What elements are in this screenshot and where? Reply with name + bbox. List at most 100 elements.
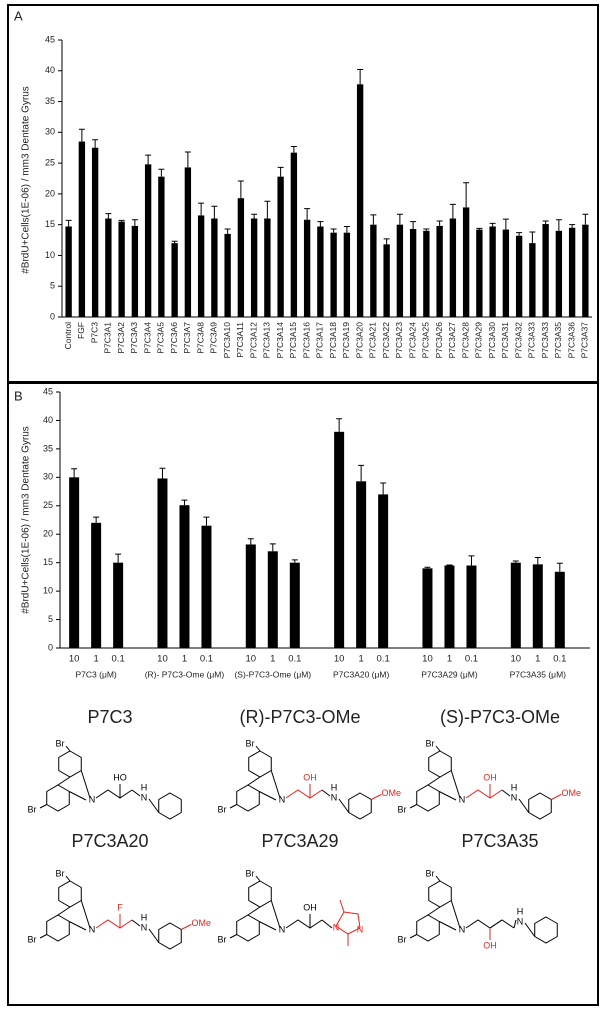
error-bar xyxy=(247,538,254,545)
x-tick-label: P7C3A3 xyxy=(129,322,139,354)
atom-label: OH xyxy=(483,772,497,782)
atom-label: Br xyxy=(426,738,435,748)
bar xyxy=(277,176,284,317)
x-tick-label: P7C3A11 xyxy=(235,322,245,358)
bond xyxy=(338,798,350,813)
bar xyxy=(131,225,139,317)
bond xyxy=(513,919,517,929)
x-tick-label: P7C3A9 xyxy=(209,322,219,354)
ring xyxy=(416,914,440,942)
bar xyxy=(582,224,589,317)
error-bar xyxy=(534,557,541,565)
bar xyxy=(462,207,470,317)
bond xyxy=(501,789,511,797)
bond xyxy=(181,924,192,930)
x-tick-label: 0.1 xyxy=(465,654,478,665)
x-tick-label: 1 xyxy=(182,654,187,665)
bar xyxy=(91,147,99,317)
error-bar xyxy=(424,566,431,569)
x-tick-label: P7C3A14 xyxy=(275,322,285,359)
y-tick-label: 30 xyxy=(45,127,55,137)
x-tick-label: P7C3A5 xyxy=(156,322,166,354)
bar xyxy=(370,224,377,317)
error-bar xyxy=(529,231,536,244)
y-axis-label: #BrdU+Cells(1E-06) / mm3 Dentate Gyrus xyxy=(21,426,32,614)
bond xyxy=(339,899,345,913)
x-tick-label: P7C3A29 xyxy=(474,322,484,359)
y-tick-label: 20 xyxy=(45,188,55,198)
bond xyxy=(409,804,417,809)
bar xyxy=(113,562,124,648)
atom-label: OMe xyxy=(192,918,212,928)
atom-label: Br xyxy=(426,868,435,878)
bond xyxy=(450,900,461,929)
bond xyxy=(270,900,281,929)
y-tick-label: 0 xyxy=(50,311,55,321)
bar xyxy=(502,229,510,317)
bar xyxy=(289,562,300,648)
atom-label: H xyxy=(141,782,148,792)
error-bar xyxy=(555,219,562,231)
error-bar xyxy=(463,182,470,208)
ring xyxy=(236,914,260,942)
x-tick-label: 1 xyxy=(270,654,275,665)
atom-label: N xyxy=(517,916,524,926)
error-bar xyxy=(336,418,343,432)
group-label: P7C3 (μM) xyxy=(76,669,117,679)
ring xyxy=(416,784,440,812)
bar xyxy=(91,522,102,648)
y-tick-label: 35 xyxy=(45,96,55,106)
error-bar xyxy=(224,228,231,234)
bar xyxy=(179,505,190,648)
bond xyxy=(427,776,441,786)
bar xyxy=(343,232,351,317)
error-bar xyxy=(65,219,72,227)
x-tick-label: P7C3A20 xyxy=(354,322,364,359)
y-tick-label: 10 xyxy=(43,585,53,595)
y-tick-label: 25 xyxy=(45,157,55,167)
atom-label: N xyxy=(511,792,518,802)
error-bar xyxy=(264,200,271,219)
bond xyxy=(247,776,261,786)
error-bar xyxy=(468,555,475,566)
bar xyxy=(356,84,364,317)
atom-label: N xyxy=(141,792,148,802)
bar xyxy=(449,218,457,317)
x-tick-label: P7C3A15 xyxy=(288,322,298,359)
atom-label: N xyxy=(279,924,286,934)
ring xyxy=(348,792,372,820)
ring xyxy=(158,792,182,820)
error-bar xyxy=(317,221,324,227)
bar xyxy=(69,477,80,648)
x-tick-label: P7C3A18 xyxy=(328,322,338,359)
x-tick-label: 1 xyxy=(535,654,540,665)
x-tick-label: P7C3A1 xyxy=(103,322,113,354)
bond xyxy=(131,919,141,927)
atom-label: N xyxy=(357,924,364,934)
atom-label: Br xyxy=(28,934,37,944)
error-bar xyxy=(78,128,85,142)
atom-label: N xyxy=(141,922,148,932)
bar xyxy=(489,226,496,317)
error-bar xyxy=(131,219,138,226)
x-tick-label: P7C3A8 xyxy=(195,322,205,354)
error-bar xyxy=(251,213,258,219)
error-bar xyxy=(410,221,417,229)
bar xyxy=(409,228,417,317)
error-bar xyxy=(512,560,519,563)
x-tick-label: 10 xyxy=(334,654,345,665)
x-tick-label: P7C3A10 xyxy=(222,322,232,359)
group-label: (R)- P7C3-Ome (μM) xyxy=(145,669,225,679)
error-bar xyxy=(358,464,365,482)
error-bar xyxy=(237,180,244,199)
error-bar xyxy=(383,238,390,245)
bar xyxy=(555,230,563,317)
panel-letter: B xyxy=(14,388,23,403)
atom-label: N xyxy=(459,924,466,934)
bond xyxy=(551,794,562,800)
bond xyxy=(465,789,503,799)
y-tick-label: 25 xyxy=(43,500,53,510)
